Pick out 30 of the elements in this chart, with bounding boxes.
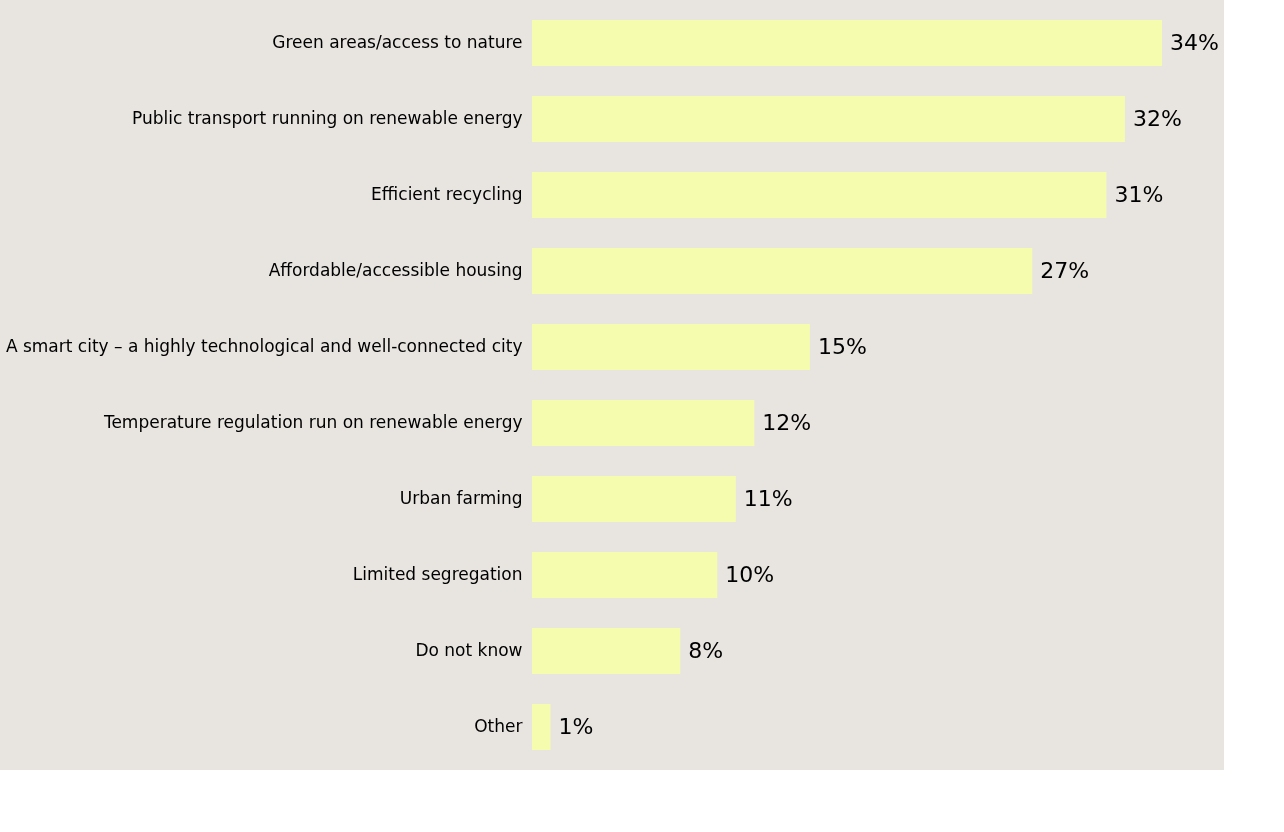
bar — [532, 704, 551, 750]
bar — [532, 552, 718, 598]
y-tick-label: Temperature regulation run on renewable energy — [102, 412, 523, 432]
data-label: 27% — [1040, 258, 1090, 283]
y-tick-label: Green areas/access to nature — [272, 32, 523, 52]
bar — [532, 400, 755, 446]
y-tick-label: Affordable/accessible housing — [268, 260, 523, 280]
data-label: 12% — [762, 410, 812, 435]
y-tick-label: Efficient recycling — [371, 184, 523, 204]
data-label: 15% — [817, 334, 867, 359]
data-label: 11% — [743, 486, 793, 511]
bar — [532, 172, 1107, 218]
data-label: 8% — [688, 638, 724, 663]
bar — [532, 20, 1162, 66]
bar — [532, 628, 681, 674]
bar — [532, 476, 736, 522]
data-label: 32% — [1132, 106, 1182, 131]
y-tick-label: Public transport running on renewable energy — [132, 108, 523, 128]
y-tick-label: Urban farming — [399, 488, 523, 508]
bar — [532, 96, 1125, 142]
data-label: 34% — [1170, 30, 1219, 55]
data-label: 10% — [725, 562, 775, 587]
bar — [532, 248, 1033, 294]
y-tick-label: Do not know — [415, 640, 523, 660]
data-label: 1% — [558, 714, 594, 739]
data-label: 31% — [1114, 182, 1164, 207]
y-tick-label: Limited segregation — [352, 564, 523, 584]
y-tick-label: Other — [474, 716, 523, 736]
bar — [532, 324, 810, 370]
y-tick-label: A smart city – a highly technological and well-connected city — [5, 336, 523, 356]
